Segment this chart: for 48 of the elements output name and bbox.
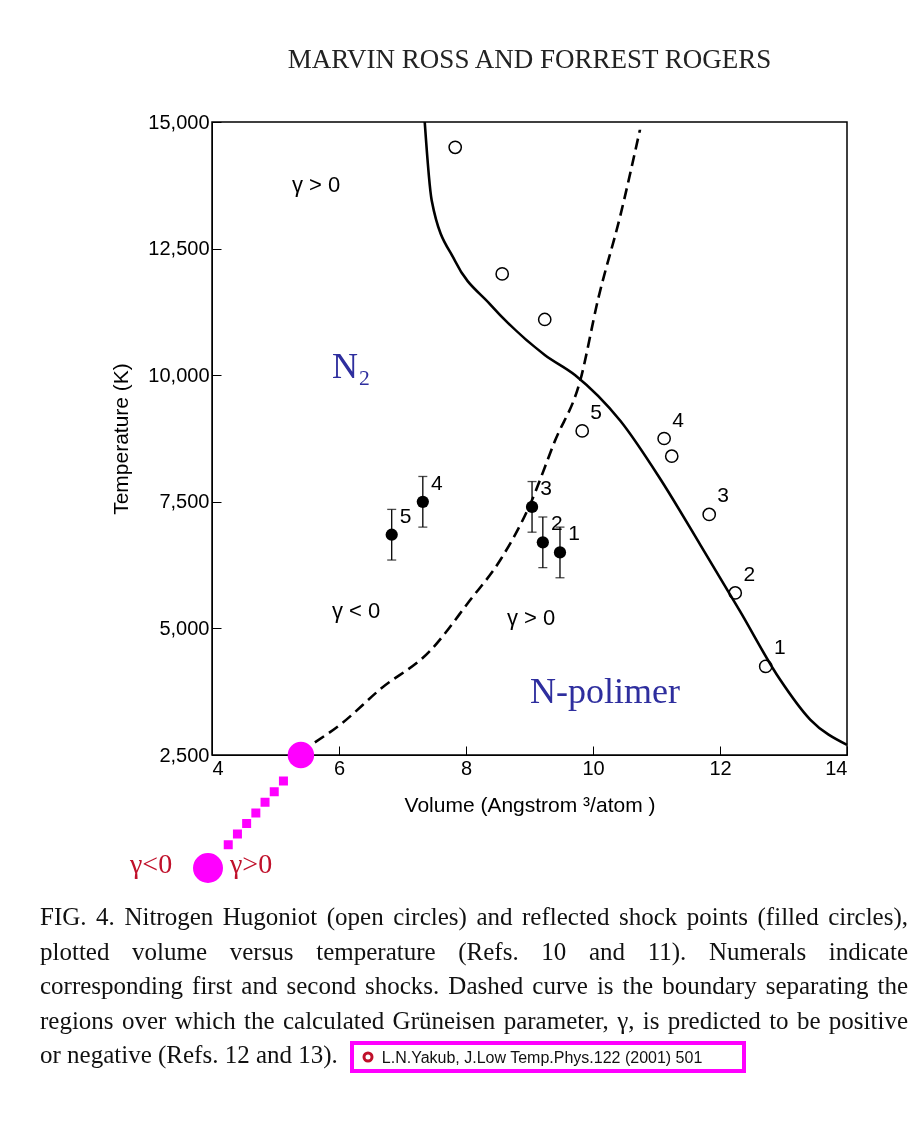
chart-title: MARVIN ROSS AND FORREST ROGERS	[287, 44, 772, 74]
y-tick-label: 2,500	[159, 743, 210, 766]
annotation: 4	[430, 470, 443, 494]
annotation: N₂	[332, 345, 371, 387]
annotation: 5	[399, 503, 412, 527]
annotation: 2	[743, 561, 756, 585]
y-tick-label: 5,000	[159, 616, 210, 639]
point	[416, 495, 429, 508]
annotation: 2	[550, 511, 563, 535]
point	[525, 500, 539, 513]
x-tick-label: 12	[709, 756, 732, 779]
point	[448, 140, 463, 155]
annotation: 4	[672, 407, 685, 431]
annotation: 3	[717, 483, 730, 507]
x-axis-title: Volume (Angstrom ³/atom )	[404, 792, 656, 816]
annotation: γ < 0	[332, 598, 381, 624]
text: L.N.Yakub, J.Low Temp.Phys.122 (2001) 501	[349, 1041, 747, 1074]
x-tick-label: 8	[460, 756, 473, 779]
annotation: 1	[568, 521, 580, 545]
annotation: 5	[590, 399, 603, 423]
point	[758, 659, 773, 674]
point	[702, 507, 717, 522]
point	[537, 312, 552, 327]
point	[495, 267, 510, 281]
text: γ>0	[230, 848, 273, 880]
y-tick-label: 7,500	[159, 490, 210, 513]
point	[664, 449, 679, 464]
x-tick-label: 6	[333, 756, 346, 779]
annotation: γ > 0	[292, 172, 341, 198]
point	[553, 546, 567, 559]
point	[287, 741, 315, 769]
text: γ<0	[130, 848, 173, 880]
point	[385, 528, 398, 541]
point	[575, 424, 590, 438]
point	[728, 586, 743, 600]
x-tick-label: 4	[212, 756, 224, 779]
y-tick-label: 10,000	[148, 363, 210, 386]
x-tick-label: 10	[582, 756, 605, 779]
annotation: 1	[773, 635, 786, 659]
y-axis-title: Temperature (K)	[109, 363, 133, 515]
annotation: γ > 0	[507, 605, 556, 631]
point	[536, 536, 549, 549]
x-tick-label: 14	[825, 756, 848, 779]
y-tick-label: 15,000	[148, 110, 210, 133]
annotation: 3	[540, 475, 552, 499]
annotation: N-polimer	[530, 670, 680, 712]
point	[657, 431, 671, 446]
y-tick-label: 12,500	[148, 237, 210, 260]
